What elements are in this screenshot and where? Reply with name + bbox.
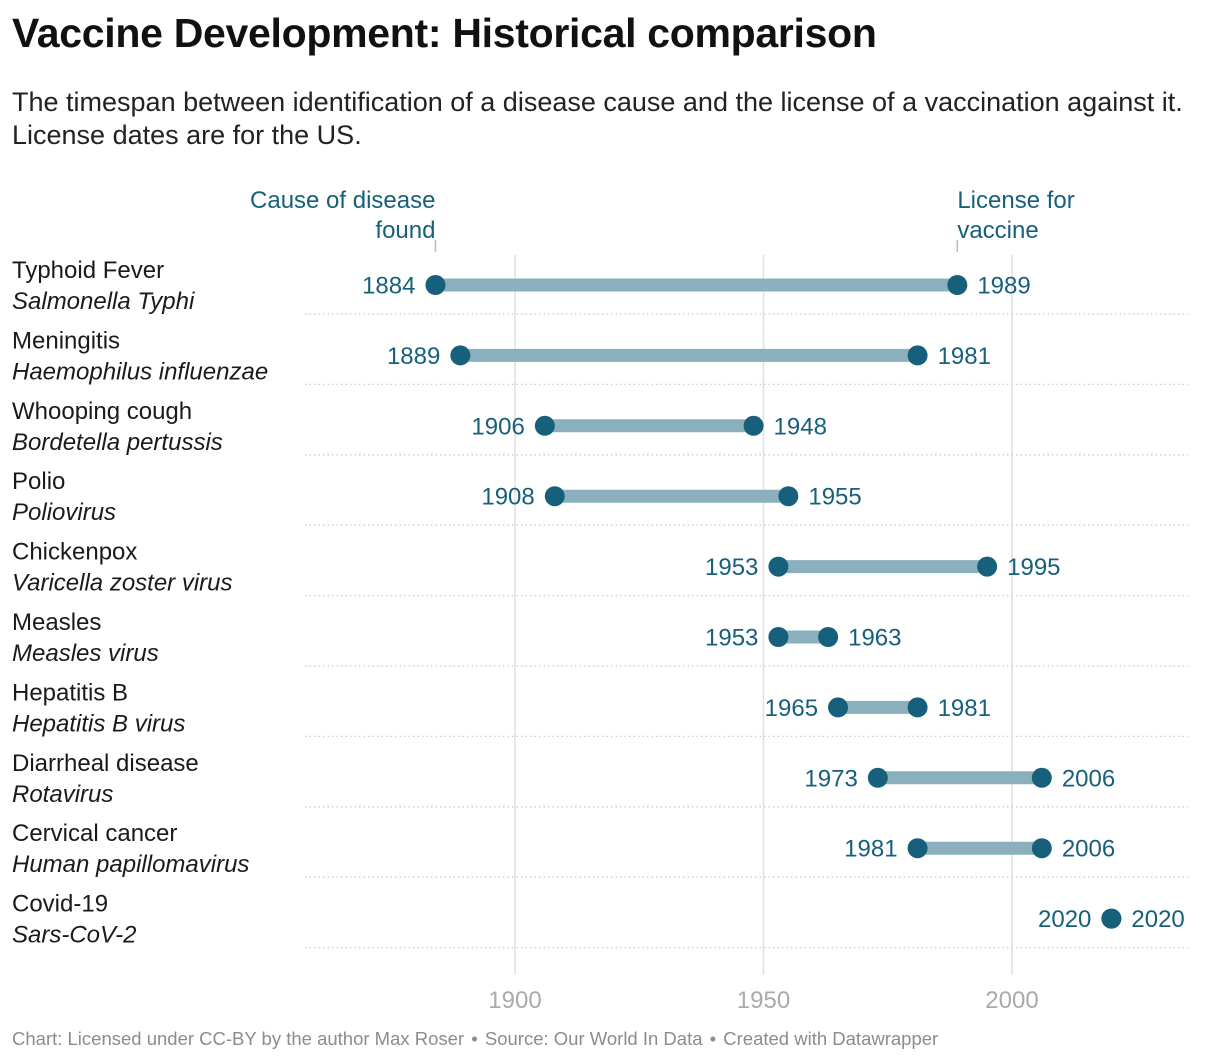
end-dot: [1101, 908, 1122, 929]
disease-label: Whooping cough: [12, 398, 192, 425]
end-dot: [743, 415, 764, 436]
end-year-label: 1995: [1007, 554, 1060, 581]
start-year-label: 1965: [765, 695, 818, 722]
row-cervical-cancer: Cervical cancer Human papillomavirus 1981 2…: [12, 820, 1115, 878]
row-whooping-cough: Whooping cough Bordetella pertussis 1906 19…: [12, 398, 827, 456]
end-year-label: 2006: [1062, 765, 1115, 792]
footer-credit: Chart: Licensed under CC-BY by the autho…: [12, 1028, 465, 1049]
end-dot: [907, 697, 928, 718]
legend-start-label: Cause of disease: [250, 187, 435, 214]
pathogen-label: Hepatitis B virus: [12, 710, 185, 737]
row-chickenpox: Chickenpox Varicella zoster virus 1953 1995: [12, 539, 1061, 597]
footer-source: Source: Our World In Data: [484, 1028, 703, 1049]
chart-rows: Typhoid Fever Salmonella Typhi 1884 1989 Men…: [12, 257, 1185, 949]
footer: Chart: Licensed under CC-BY by the autho…: [12, 1028, 938, 1050]
disease-label: Polio: [12, 468, 65, 495]
end-dot: [818, 627, 839, 647]
gridlines: [514, 255, 1013, 975]
row-rules: [305, 313, 1188, 949]
x-tick-label-1900: 1900: [488, 987, 541, 1014]
footer-separator: •: [471, 1028, 478, 1049]
end-year-label: 1948: [774, 413, 827, 440]
start-year-label: 1889: [387, 343, 440, 370]
disease-label: Chickenpox: [12, 539, 137, 566]
pathogen-label: Salmonella Typhi: [12, 288, 195, 315]
x-tick-label-1950: 1950: [737, 987, 790, 1014]
start-year-label: 1953: [705, 554, 758, 581]
start-dot: [534, 415, 555, 436]
end-year-label: 1981: [938, 343, 991, 370]
disease-label: Covid-19: [12, 891, 108, 918]
start-dot: [450, 345, 471, 366]
chart-subtitle: The timespan between identification of a…: [12, 87, 1183, 150]
start-dot: [867, 767, 888, 788]
end-dot: [947, 275, 968, 295]
start-dot: [828, 697, 849, 718]
end-year-label: 1981: [938, 695, 991, 722]
end-year-label: 2006: [1062, 836, 1115, 863]
legend-start-label: found: [375, 217, 435, 244]
start-year-label: 1973: [804, 765, 857, 792]
footer-separator: •: [709, 1028, 717, 1049]
end-dot: [778, 486, 799, 507]
legend-end-label: vaccine: [957, 217, 1038, 244]
pathogen-label: Human papillomavirus: [12, 851, 249, 878]
end-dot: [977, 556, 998, 577]
row-hepatitis-b: Hepatitis B Hepatitis B virus 1965 1981: [12, 679, 991, 737]
pathogen-label: Bordetella pertussis: [12, 429, 223, 456]
x-tick-label-2000: 2000: [985, 987, 1038, 1014]
row-typhoid-fever: Typhoid Fever Salmonella Typhi 1884 1989: [12, 257, 1031, 315]
start-year-label: 1981: [844, 836, 897, 863]
pathogen-label: Haemophilus influenzae: [12, 358, 268, 385]
pathogen-label: Varicella zoster virus: [12, 570, 233, 597]
row-covid-19: Covid-19 Sars-CoV-2 2020 2020: [12, 891, 1185, 949]
disease-label: Diarrheal disease: [12, 750, 199, 777]
legend-end-label: License for: [957, 187, 1074, 214]
pathogen-label: Rotavirus: [12, 781, 113, 808]
footer-tool: Created with Datawrapper: [723, 1028, 939, 1049]
end-year-label: 1955: [808, 484, 861, 511]
disease-label: Meningitis: [12, 327, 120, 354]
start-year-label: 1884: [362, 273, 415, 300]
row-measles: Measles Measles virus 1953 1963: [12, 609, 902, 667]
start-dot: [768, 627, 789, 647]
pathogen-label: Poliovirus: [12, 499, 116, 526]
start-dot: [907, 838, 928, 859]
x-axis: 1900 1950 2000: [488, 987, 1038, 1014]
end-dot: [1031, 767, 1052, 788]
end-dot: [907, 345, 928, 366]
start-year-label: 1953: [705, 625, 758, 652]
start-year-label: 1906: [471, 413, 524, 440]
disease-label: Measles: [12, 609, 101, 636]
pathogen-label: Sars-CoV-2: [12, 922, 136, 949]
start-dot: [544, 486, 565, 507]
start-year-label: 1908: [481, 484, 534, 511]
row-diarrheal-disease: Diarrheal disease Rotavirus 1973 2006: [12, 750, 1115, 808]
disease-label: Hepatitis B: [12, 679, 128, 706]
row-meningitis: Meningitis Haemophilus influenzae 1889 1981: [12, 327, 991, 385]
row-polio: Polio Poliovirus 1908 1955: [12, 468, 862, 526]
start-dot: [768, 556, 789, 577]
chart-title: Vaccine Development: Historical comparis…: [12, 10, 877, 56]
start-dot: [425, 275, 446, 295]
end-year-label: 1989: [977, 273, 1030, 300]
pathogen-label: Measles virus: [12, 640, 159, 667]
end-year-label: 1963: [848, 625, 901, 652]
legend: Cause of disease found License for vaccine: [250, 187, 1075, 252]
disease-label: Typhoid Fever: [12, 257, 164, 284]
disease-label: Cervical cancer: [12, 820, 177, 847]
start-year-label: 2020: [1038, 906, 1091, 933]
end-year-label: 2020: [1131, 906, 1184, 933]
end-dot: [1031, 838, 1052, 859]
